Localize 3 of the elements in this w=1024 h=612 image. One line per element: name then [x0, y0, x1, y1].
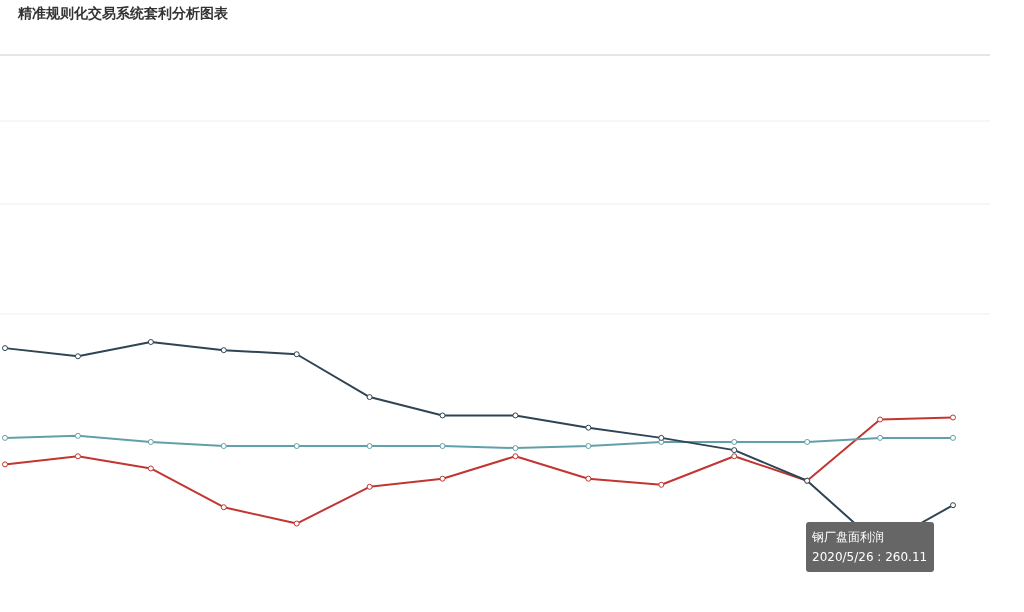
- tooltip: 钢厂盘面利润 2020/5/26 : 260.11: [806, 522, 934, 572]
- chart-title: 精准规则化交易系统套利分析图表: [17, 5, 229, 21]
- annotation: 钢厂盘面利润: [811, 530, 884, 544]
